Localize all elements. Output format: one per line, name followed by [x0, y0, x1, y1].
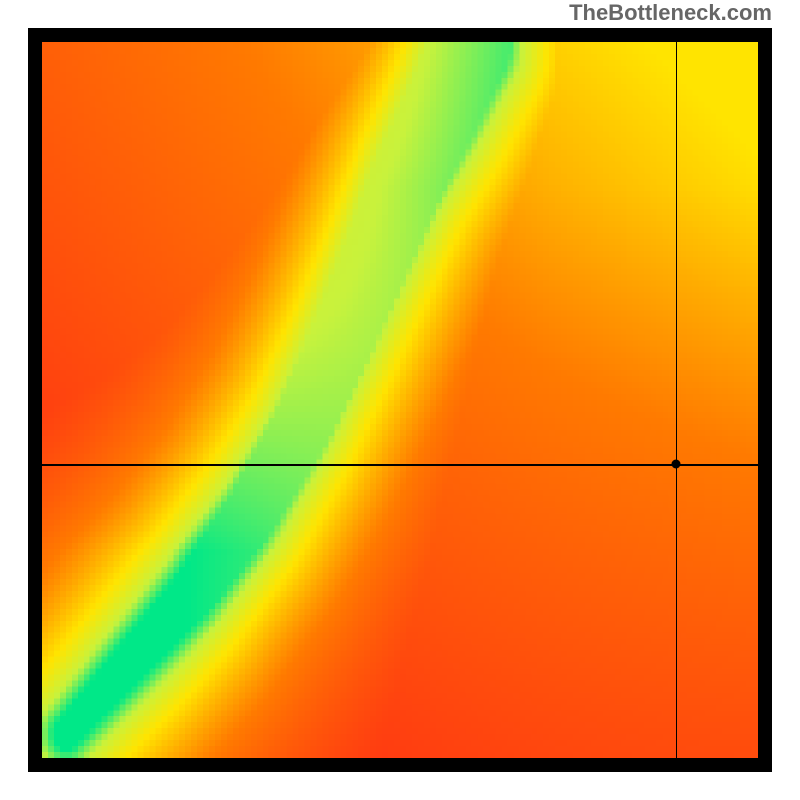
- watermark-text: TheBottleneck.com: [569, 0, 772, 26]
- plot-area: [28, 28, 772, 772]
- chart-container: TheBottleneck.com: [0, 0, 800, 800]
- heatmap-canvas: [42, 42, 758, 758]
